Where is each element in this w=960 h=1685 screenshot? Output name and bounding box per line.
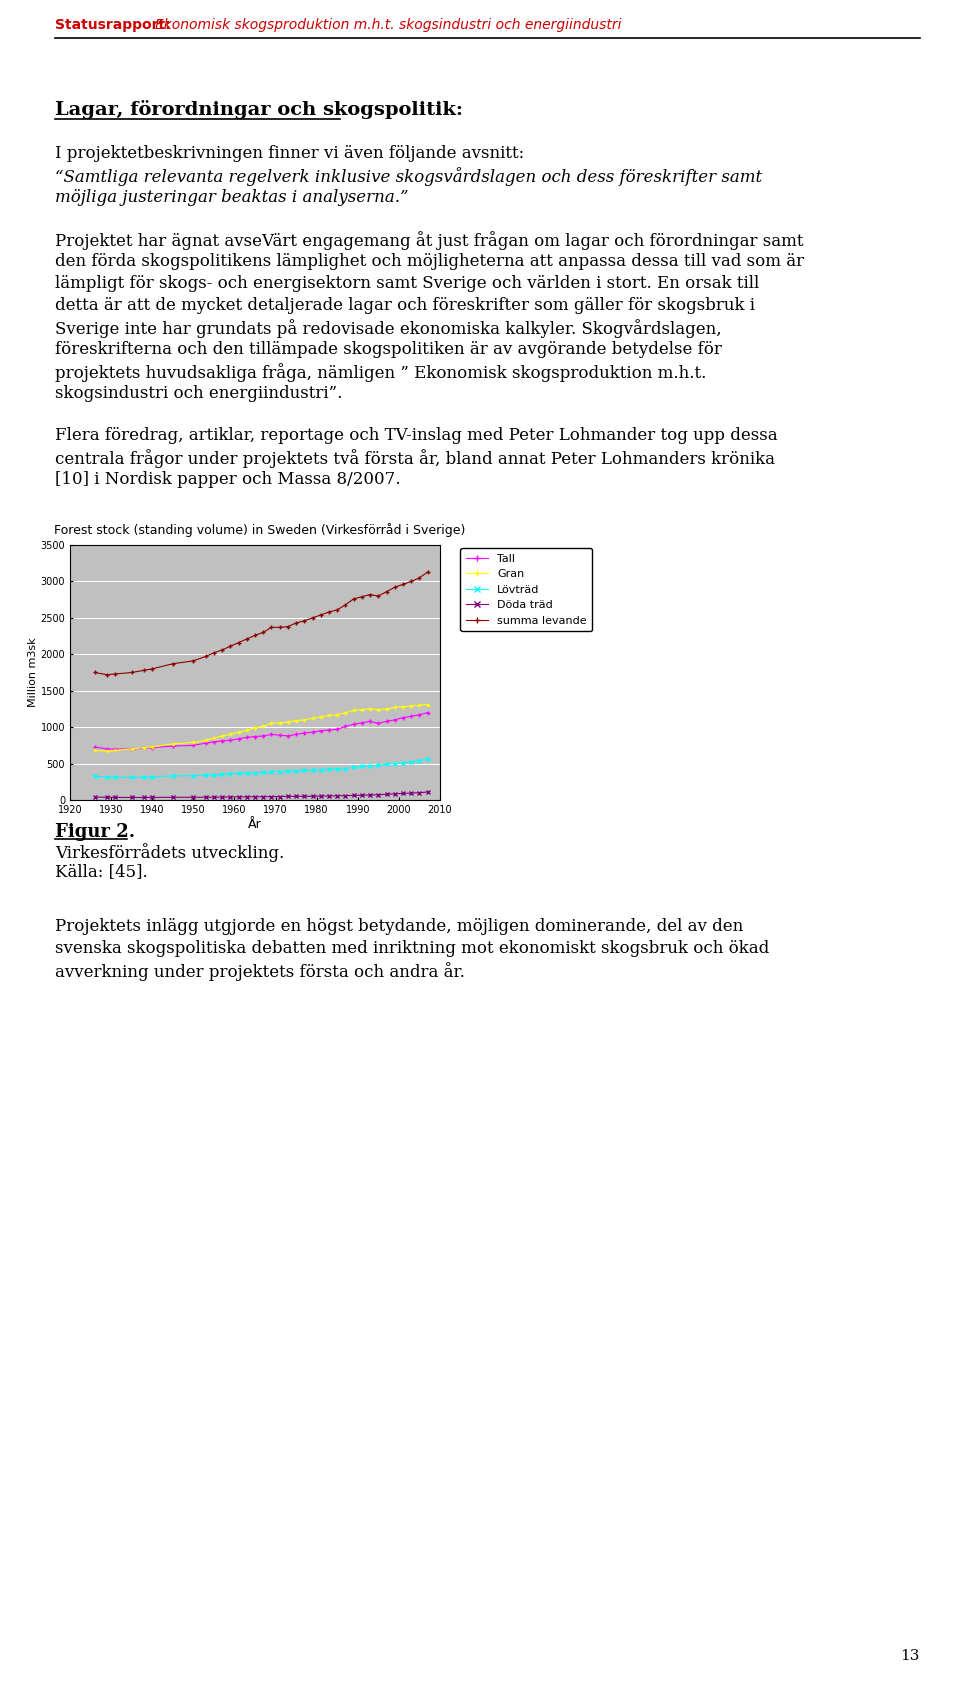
- Text: Ekonomisk skogsproduktion m.h.t. skogsindustri och energiindustri: Ekonomisk skogsproduktion m.h.t. skogsin…: [155, 19, 621, 32]
- Text: möjliga justeringar beaktas i analyserna.”: möjliga justeringar beaktas i analyserna…: [55, 189, 409, 206]
- Text: skogsindustri och energiindustri”.: skogsindustri och energiindustri”.: [55, 384, 343, 403]
- Text: Lagar, förordningar och skogspolitik:: Lagar, förordningar och skogspolitik:: [55, 99, 463, 120]
- Text: föreskrifterna och den tillämpade skogspolitiken är av avgörande betydelse för: föreskrifterna och den tillämpade skogsp…: [55, 340, 722, 357]
- Text: svenska skogspolitiska debatten med inriktning mot ekonomiskt skogsbruk och ökad: svenska skogspolitiska debatten med inri…: [55, 940, 769, 957]
- Text: 13: 13: [900, 1650, 920, 1663]
- Text: Figur 2.: Figur 2.: [55, 822, 135, 841]
- Text: I projektetbeskrivningen finner vi även följande avsnitt:: I projektetbeskrivningen finner vi även …: [55, 145, 524, 162]
- Text: “Samtliga relevanta regelverk inklusive skogsvårdslagen och dess föreskrifter sa: “Samtliga relevanta regelverk inklusive …: [55, 167, 762, 185]
- Text: lämpligt för skogs- och energisektorn samt Sverige och världen i stort. En orsak: lämpligt för skogs- och energisektorn sa…: [55, 275, 759, 292]
- Text: den förda skogspolitikens lämplighet och möjligheterna att anpassa dessa till va: den förda skogspolitikens lämplighet och…: [55, 253, 804, 270]
- X-axis label: År: År: [248, 817, 262, 831]
- Text: Projektet har ägnat avseVärt engagemang åt just frågan om lagar och förordningar: Projektet har ägnat avseVärt engagemang …: [55, 231, 804, 249]
- Text: Forest stock (standing volume) in Sweden (Virkesförråd i Sverige): Forest stock (standing volume) in Sweden…: [55, 522, 466, 538]
- Text: centrala frågor under projektets två första år, bland annat Peter Lohmanders krö: centrala frågor under projektets två för…: [55, 448, 775, 468]
- Text: Projektets inlägg utgjorde en högst betydande, möjligen dominerande, del av den: Projektets inlägg utgjorde en högst bety…: [55, 918, 743, 935]
- Text: Källa: [45].: Källa: [45].: [55, 863, 148, 880]
- Text: Sverige inte har grundats på redovisade ekonomiska kalkyler. Skogvårdslagen,: Sverige inte har grundats på redovisade …: [55, 318, 722, 339]
- Text: Flera föredrag, artiklar, reportage och TV-inslag med Peter Lohmander tog upp de: Flera föredrag, artiklar, reportage och …: [55, 426, 778, 445]
- Y-axis label: Million m3sk: Million m3sk: [28, 637, 37, 708]
- Text: avverkning under projektets första och andra år.: avverkning under projektets första och a…: [55, 962, 465, 981]
- Text: Statusrapport:: Statusrapport:: [55, 19, 171, 32]
- Text: [10] i Nordisk papper och Massa 8/2007.: [10] i Nordisk papper och Massa 8/2007.: [55, 472, 400, 489]
- Text: detta är att de mycket detaljerade lagar och föreskrifter som gäller för skogsbr: detta är att de mycket detaljerade lagar…: [55, 297, 755, 313]
- Legend: Tall, Gran, Lövträd, Döda träd, summa levande: Tall, Gran, Lövträd, Döda träd, summa le…: [461, 548, 592, 632]
- Text: Virkesförrådets utveckling.: Virkesförrådets utveckling.: [55, 842, 284, 863]
- Text: projektets huvudsakliga fråga, nämligen ” Ekonomisk skogsproduktion m.h.t.: projektets huvudsakliga fråga, nämligen …: [55, 362, 707, 382]
